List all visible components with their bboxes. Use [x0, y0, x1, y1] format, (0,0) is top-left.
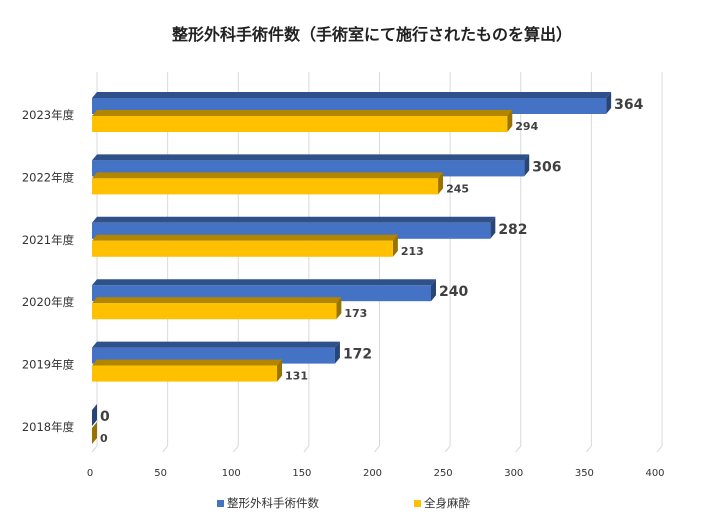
data-label: 294	[515, 120, 538, 133]
gridline-floor	[515, 445, 522, 453]
bar-anesthesia	[92, 172, 444, 195]
x-tick-label: 50	[154, 468, 167, 479]
gridline-floor	[303, 445, 310, 453]
bar-top-face	[92, 172, 444, 179]
bar-front-face	[92, 116, 508, 132]
gridline-floor	[232, 445, 239, 453]
category-label: 2019年度	[22, 358, 75, 372]
bar-top-face	[92, 279, 436, 286]
x-tick-label: 350	[575, 468, 594, 479]
bar-anesthesia	[92, 234, 398, 257]
bar-side-face	[336, 297, 342, 320]
plot-area: 364 294 306 245 282 213 240 173 172 131 0 0	[92, 92, 644, 445]
bar-side-face	[392, 234, 398, 257]
bar-surgery	[92, 279, 436, 302]
gridline-floor	[374, 445, 380, 453]
x-tick-label: 250	[434, 468, 453, 479]
bar-front-face	[92, 240, 393, 257]
bar-side-face	[524, 154, 530, 177]
data-label: 306	[532, 159, 561, 175]
legend-swatch	[414, 500, 421, 507]
bar-top-face	[92, 341, 340, 348]
data-label: 0	[100, 432, 108, 445]
category-label: 2023年度	[22, 108, 75, 122]
category-label: 2021年度	[22, 233, 75, 247]
x-tick-label: 0	[87, 468, 93, 479]
bar-side-face	[431, 279, 436, 302]
legend-label: 整形外科手術件数	[227, 496, 319, 510]
data-label: 364	[614, 97, 643, 113]
category-label: 2020年度	[22, 295, 75, 309]
bar-top-face	[92, 216, 496, 223]
legend-swatch	[217, 500, 224, 507]
gridline-floor	[91, 445, 98, 453]
data-label: 173	[344, 307, 367, 320]
legend-label: 全身麻酔	[424, 496, 470, 510]
bar-surgery	[92, 404, 97, 426]
bar-top-face	[92, 110, 513, 116]
bar-top-face	[92, 234, 398, 241]
bar-side-face	[92, 422, 97, 444]
category-label: 2018年度	[22, 420, 75, 434]
data-label: 172	[343, 347, 372, 363]
chart-title: 整形外科手術件数（手術室にて施行されたものを算出）	[171, 25, 572, 44]
bar-side-face	[334, 341, 340, 364]
bar-top-face	[92, 92, 612, 98]
bar-anesthesia	[92, 422, 97, 444]
gridline-floor	[162, 445, 169, 453]
data-label: 213	[401, 245, 424, 258]
x-tick-label: 300	[504, 468, 523, 479]
bar-side-face	[507, 110, 513, 132]
gridline-floor	[656, 445, 663, 453]
bar-front-face	[92, 303, 337, 320]
bar-top-face	[92, 359, 283, 366]
data-label: 240	[439, 284, 468, 300]
legend: 整形外科手術件数 全身麻酔	[217, 496, 470, 510]
x-tick-label: 100	[222, 468, 241, 479]
bar-anesthesia	[92, 359, 283, 382]
gridlines	[91, 72, 663, 453]
y-axis: 2023年度 2022年度 2021年度 2020年度 2019年度 2018年度	[22, 108, 75, 434]
legend-item: 整形外科手術件数	[217, 496, 319, 510]
bar-side-face	[490, 216, 496, 239]
bar-top-face	[92, 297, 342, 304]
data-label: 282	[498, 222, 527, 238]
bar-anesthesia	[92, 297, 342, 320]
gridline-floor	[585, 445, 592, 453]
bar-side-face	[277, 359, 283, 382]
legend-item: 全身麻酔	[414, 496, 470, 510]
data-label: 0	[100, 409, 110, 425]
data-label: 131	[285, 370, 308, 383]
data-label: 245	[446, 182, 469, 195]
bar-side-face	[92, 404, 97, 426]
gridline-floor	[444, 445, 451, 453]
bar-front-face	[92, 365, 278, 382]
bar-side-face	[606, 92, 612, 114]
bar-anesthesia	[92, 110, 513, 132]
x-tick-label: 150	[292, 468, 311, 479]
category-label: 2022年度	[22, 170, 75, 184]
x-axis: 0 50 100 150 200 250 300 350 400	[87, 468, 665, 479]
bar-side-face	[438, 172, 444, 195]
x-tick-label: 200	[363, 468, 382, 479]
bar-front-face	[92, 178, 439, 195]
bar-top-face	[92, 154, 530, 161]
x-tick-label: 400	[645, 468, 664, 479]
